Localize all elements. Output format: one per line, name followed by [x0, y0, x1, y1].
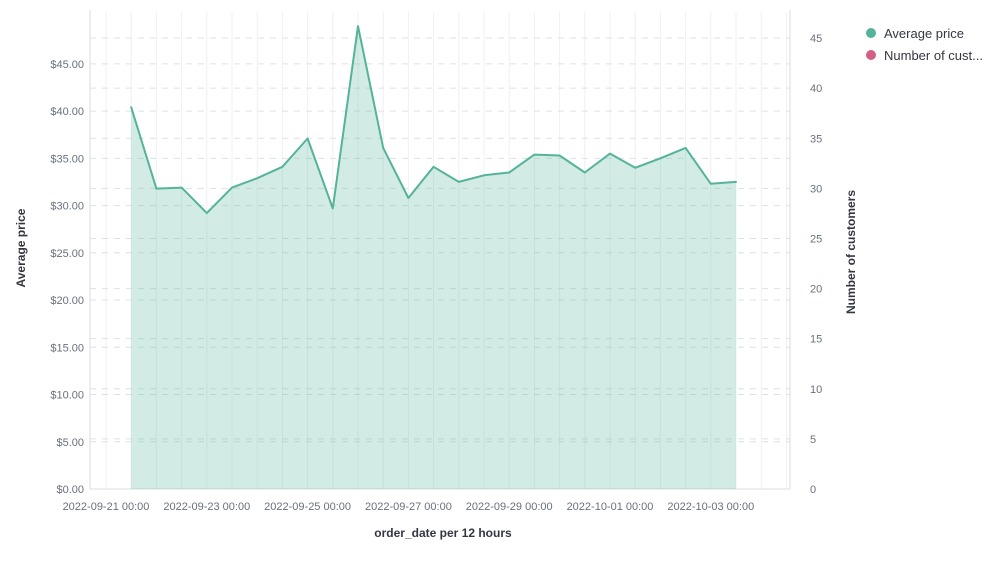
y-axis-left-tick-label: $40.00 [50, 106, 84, 118]
chart-legend: Average price Number of cust... [866, 22, 983, 66]
y-axis-left-tick-label: $0.00 [56, 484, 84, 496]
area-series-average-price [131, 26, 736, 489]
legend-item-number-of-customers[interactable]: Number of cust... [866, 44, 983, 66]
legend-dot-pink-icon [866, 50, 876, 60]
x-axis-tick-label: 2022-09-21 00:00 [63, 501, 150, 513]
line-series-average-price [130, 25, 737, 215]
y-axis-left-tick-label: $10.00 [50, 390, 84, 402]
y-axis-left-tick-label: $35.00 [50, 153, 84, 165]
y-axis-right-tick-label: 25 [810, 233, 822, 245]
y-axis-left-tick-label: $15.00 [50, 342, 84, 354]
x-axis-tick-label: 2022-09-25 00:00 [264, 501, 351, 513]
y-axis-right-tick-label: 20 [810, 284, 822, 296]
y-axis-right-tick-label: 30 [810, 183, 822, 195]
y-axis-right-tick-label: 35 [810, 133, 822, 145]
y-axis-right-tick-label: 40 [810, 83, 822, 95]
x-axis-tick-label: 2022-10-03 00:00 [667, 501, 754, 513]
legend-dot-green-icon [866, 28, 876, 38]
y-axis-right-tick-label: 45 [810, 33, 822, 45]
y-axis-right-tick-label: 15 [810, 334, 822, 346]
x-axis-tick-label: 2022-09-27 00:00 [365, 501, 452, 513]
y-axis-left-tick-label: $5.00 [56, 437, 84, 449]
y-axis-left-title: Average price [14, 208, 28, 288]
x-axis-tick-label: 2022-09-29 00:00 [466, 501, 553, 513]
y-axis-right-tick-label: 0 [810, 484, 816, 496]
legend-item-average-price[interactable]: Average price [866, 22, 983, 44]
x-axis-tick-label: 2022-10-01 00:00 [567, 501, 654, 513]
legend-label: Number of cust... [884, 47, 983, 63]
y-axis-left-tick-label: $30.00 [50, 201, 84, 213]
x-axis-tick-label: 2022-09-23 00:00 [163, 501, 250, 513]
x-axis-title: order_date per 12 hours [374, 526, 512, 540]
y-axis-right-title: Number of customers [844, 189, 858, 315]
legend-label: Average price [884, 25, 964, 41]
y-axis-left-tick-label: $45.00 [50, 59, 84, 71]
y-axis-left-tick-label: $20.00 [50, 295, 84, 307]
y-axis-left-tick-label: $25.00 [50, 248, 84, 260]
y-axis-right-tick-label: 5 [810, 434, 816, 446]
y-axis-right-tick-label: 10 [810, 384, 822, 396]
